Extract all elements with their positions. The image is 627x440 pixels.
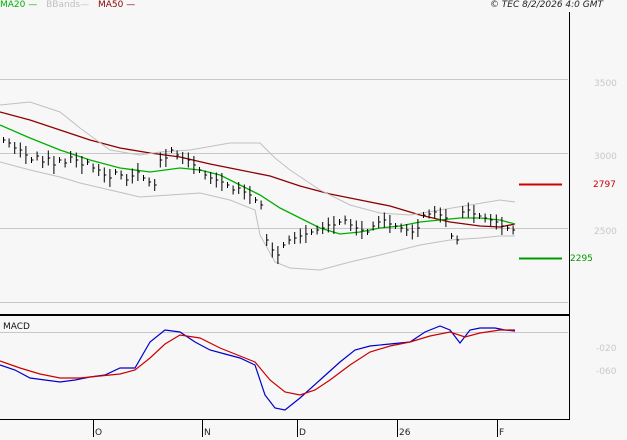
legend-bbands-label: BBands [46, 0, 81, 10]
price-tick-3000: 3000 [594, 152, 617, 162]
ma50-line [0, 111, 516, 228]
macd-title: MACD [3, 322, 30, 332]
price-tick-2500: 2500 [594, 227, 617, 237]
resistance-value: 2797 [593, 180, 616, 190]
chart-legend: MA20 — BBands— MA50 — [0, 0, 141, 11]
legend-ma50-label: MA50 [97, 0, 124, 10]
bbands-lower-line [0, 161, 515, 271]
ohlc-bars [3, 137, 516, 264]
x-tick-feb: F [499, 428, 505, 438]
price-series [0, 101, 516, 271]
x-tick-nov: N [204, 428, 211, 438]
x-tick-oct: O [95, 428, 103, 438]
legend-ma20-label: MA20 [0, 0, 26, 10]
x-tick-dec: D [299, 428, 306, 438]
price-tick-3500: 3500 [594, 79, 617, 89]
x-tick-2026: 26 [399, 428, 411, 438]
macd-line [0, 325, 516, 411]
legend-bbands: BBands— [46, 0, 90, 10]
legend-ma50: MA50 — [97, 0, 136, 10]
signal-line [0, 329, 515, 396]
copyright-timestamp: © TEC 8/2/2026 4:0 GMT [489, 0, 603, 10]
macd-tick-020: -020 [596, 344, 617, 354]
support-value: 2295 [570, 254, 593, 264]
x-axis-ticks [93, 420, 498, 437]
legend-ma20: MA20 — [0, 0, 38, 10]
macd-series [0, 325, 516, 411]
ma20-line [0, 124, 516, 235]
bbands-upper-line [0, 101, 516, 216]
price-gridlines [0, 79, 568, 303]
macd-tick-060: -060 [596, 367, 617, 377]
